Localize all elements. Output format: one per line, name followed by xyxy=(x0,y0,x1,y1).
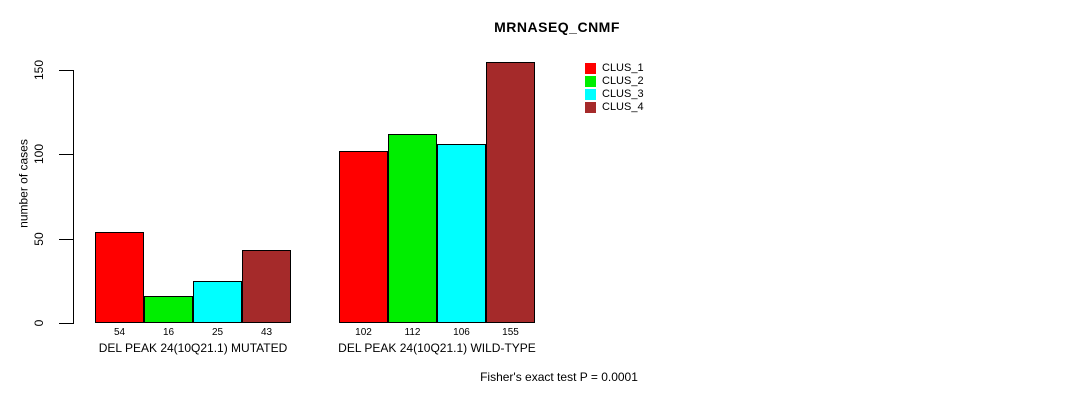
bar-value-label: 155 xyxy=(502,327,519,338)
bar-value-label: 54 xyxy=(113,327,126,338)
bar-clus_2-group2 xyxy=(388,134,437,323)
chart-title: MRNASEQ_CNMF xyxy=(494,19,620,35)
bar-value-label: 112 xyxy=(404,327,421,338)
bar-value-label: 102 xyxy=(355,327,372,338)
legend-item-clus_2: CLUS_2 xyxy=(585,75,644,88)
bar-clus_4-group1 xyxy=(242,250,291,323)
y-tick xyxy=(59,239,73,240)
bar-value-label: 106 xyxy=(453,327,470,338)
y-tick-label: 50 xyxy=(32,232,46,246)
bar-clus_1-group1 xyxy=(95,232,144,323)
legend: CLUS_1 CLUS_2 CLUS_3 CLUS_4 xyxy=(585,62,644,114)
bar-clus_3-group2 xyxy=(437,144,486,323)
bar-value-label: 43 xyxy=(260,327,273,338)
pvalue-annotation: Fisher's exact test P = 0.0001 xyxy=(480,370,638,384)
y-axis-line xyxy=(73,70,74,324)
legend-swatch-clus_4 xyxy=(585,102,596,113)
y-tick xyxy=(59,154,73,155)
bar-value-label: 16 xyxy=(162,327,175,338)
legend-item-clus_3: CLUS_3 xyxy=(585,88,644,101)
group-label: DEL PEAK 24(10Q21.1) WILD-TYPE xyxy=(338,341,536,355)
y-tick xyxy=(59,70,73,71)
y-tick-label: 150 xyxy=(32,59,46,81)
bar-clus_1-group2 xyxy=(339,151,388,323)
bar-clus_4-group2 xyxy=(486,62,535,323)
bar-value-label: 25 xyxy=(211,327,224,338)
legend-item-clus_4: CLUS_4 xyxy=(585,101,644,114)
legend-swatch-clus_2 xyxy=(585,76,596,87)
legend-label: CLUS_2 xyxy=(602,75,644,87)
group-label: DEL PEAK 24(10Q21.1) MUTATED xyxy=(98,341,288,355)
y-tick xyxy=(59,323,73,324)
bar-clus_2-group1 xyxy=(144,296,193,323)
bar-clus_3-group1 xyxy=(193,281,242,323)
y-axis-title: number of cases xyxy=(16,139,31,228)
legend-swatch-clus_3 xyxy=(585,89,596,100)
y-tick-label: 100 xyxy=(32,143,46,165)
legend-label: CLUS_1 xyxy=(602,62,644,74)
legend-label: CLUS_4 xyxy=(602,101,644,113)
y-tick-label: 0 xyxy=(32,319,46,327)
legend-item-clus_1: CLUS_1 xyxy=(585,62,644,75)
legend-label: CLUS_3 xyxy=(602,88,644,100)
legend-swatch-clus_1 xyxy=(585,63,596,74)
